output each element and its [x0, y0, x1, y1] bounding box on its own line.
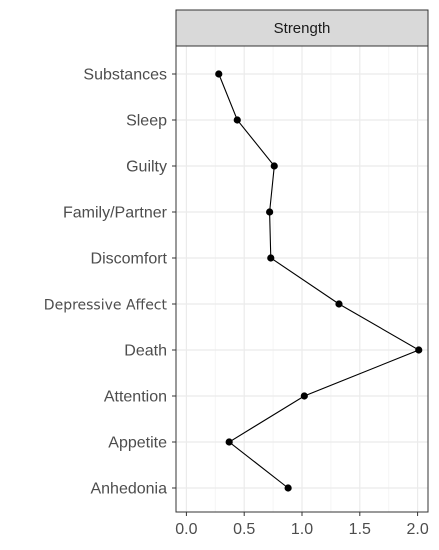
y-tick-label-family-partner: Family/Partner — [63, 205, 168, 222]
y-tick-label-anhedonia: Anhedonia — [90, 481, 167, 498]
y-tick-label-sleep: Sleep — [126, 113, 167, 130]
minor-gridlines — [214, 46, 390, 512]
data-point-family-partner — [266, 208, 274, 216]
data-point-anhedonia — [284, 484, 292, 492]
x-tick-label: 0.5 — [233, 521, 255, 538]
x-tick-label: 1.5 — [349, 521, 371, 538]
x-tick-label: 0.0 — [175, 521, 197, 538]
data-point-guilty — [270, 162, 278, 170]
facet-strip: Strength — [175, 9, 429, 47]
data-point-appetite — [225, 438, 233, 446]
data-point-discomfort — [267, 254, 275, 262]
strength-line — [218, 73, 421, 489]
y-tick-label-appetite: Appetite — [108, 435, 167, 452]
strength-points — [215, 70, 423, 492]
data-point-death — [415, 346, 423, 354]
y-tick-label-death: Death — [124, 343, 167, 360]
y-tick-label-depressive-affect: Depressive Affect — [44, 298, 168, 314]
x-tick-label: 2.0 — [406, 521, 428, 538]
facet-title: Strength — [274, 20, 331, 37]
y-tick-label-guilty: Guilty — [126, 159, 167, 176]
data-point-substances — [215, 70, 223, 78]
y-tick-label-attention: Attention — [104, 389, 167, 406]
facet-strip-background — [175, 9, 429, 47]
x-tick-label: 1.0 — [291, 521, 313, 538]
y-axis: Substances Sleep Guilty Family/Partner Disco… — [44, 67, 176, 498]
plot-panel — [175, 45, 429, 513]
x-axis: 0.0 0.5 1.0 1.5 2.0 — [175, 512, 429, 538]
data-point-attention — [300, 392, 308, 400]
data-point-sleep — [233, 116, 241, 124]
y-tick-label-substances: Substances — [83, 67, 167, 84]
data-point-depressive-affect — [335, 300, 343, 308]
y-tick-label-discomfort: Discomfort — [91, 251, 168, 268]
